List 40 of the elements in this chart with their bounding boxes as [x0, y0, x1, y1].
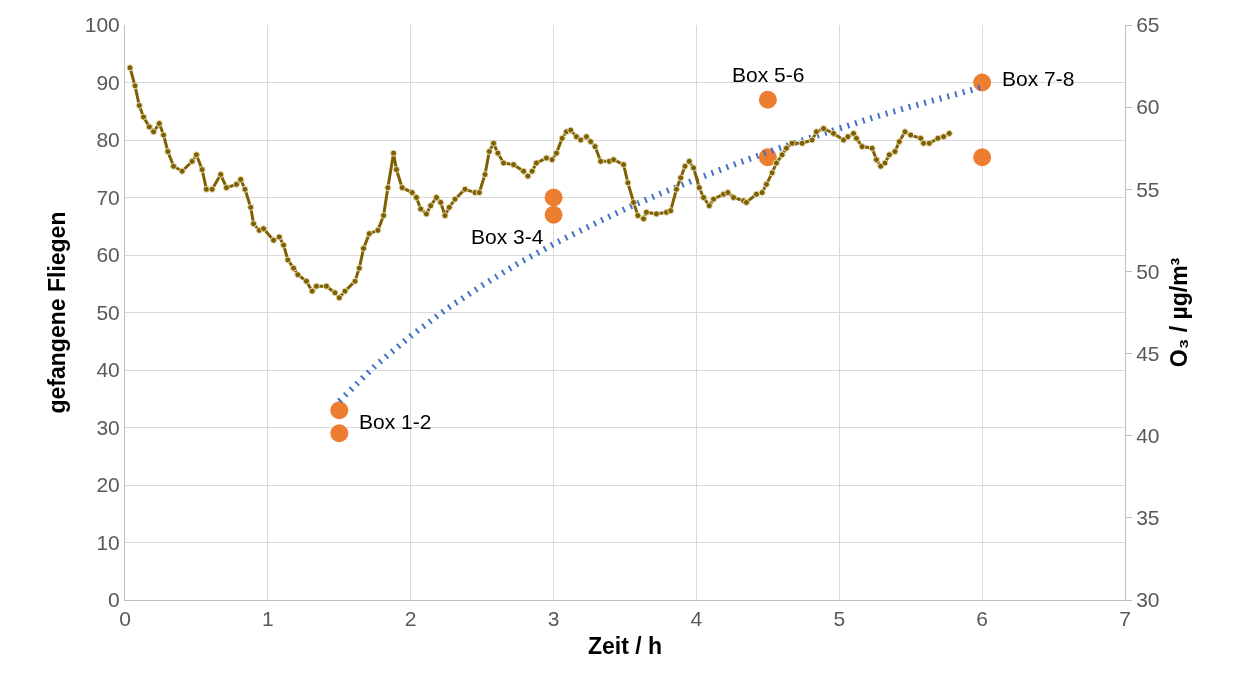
y-tick-label: 90: [96, 70, 120, 94]
x-tick-label: 5: [833, 607, 846, 631]
y-tick-label: 100: [84, 13, 120, 37]
x-tick-label: 4: [690, 607, 703, 631]
y2-tick-label: 55: [1136, 177, 1160, 201]
y-tick-label: 80: [96, 128, 120, 152]
y2-tick-label: 35: [1136, 506, 1160, 530]
y-tick-label: 70: [96, 185, 120, 209]
point: [330, 401, 349, 420]
x-tick-label: 7: [1119, 607, 1131, 631]
annotation: Box 5-6: [732, 63, 805, 86]
point: [973, 73, 992, 92]
y2-tick-label: 30: [1136, 588, 1160, 612]
y-tick-label: 40: [96, 358, 120, 382]
point: [973, 148, 992, 167]
point: [544, 205, 563, 224]
x-tick-label: 2: [404, 607, 417, 631]
y2-tick-label: 65: [1136, 13, 1160, 37]
point: [330, 424, 349, 443]
annotation: Box 1-2: [359, 410, 432, 433]
y2-tick-label: 50: [1136, 259, 1160, 283]
annotation: Box 3-4: [471, 225, 544, 248]
point: [758, 90, 777, 109]
y-tick-label: 50: [96, 300, 120, 324]
x-tick-label: 6: [976, 607, 988, 631]
y2-tick-label: 40: [1136, 424, 1160, 448]
y2-tick-label: 45: [1136, 341, 1160, 365]
y-tick-label: 60: [96, 243, 120, 267]
annotation: Box 7-8: [1002, 67, 1075, 90]
y-tick-label: 0: [108, 588, 120, 612]
y2-axis-title: O₃ / µg/m³: [1166, 257, 1193, 368]
x-tick-label: 3: [547, 607, 560, 631]
y-tick-label: 30: [96, 415, 120, 439]
y-tick-label: 20: [96, 473, 120, 497]
y-axis-title: gefangene Fliegen: [44, 211, 71, 414]
y2-tick-label: 60: [1136, 95, 1160, 119]
point: [544, 188, 563, 207]
y-tick-label: 10: [96, 530, 120, 554]
x-axis-title: Zeit / h: [587, 632, 663, 659]
x-tick-label: 1: [262, 607, 274, 631]
